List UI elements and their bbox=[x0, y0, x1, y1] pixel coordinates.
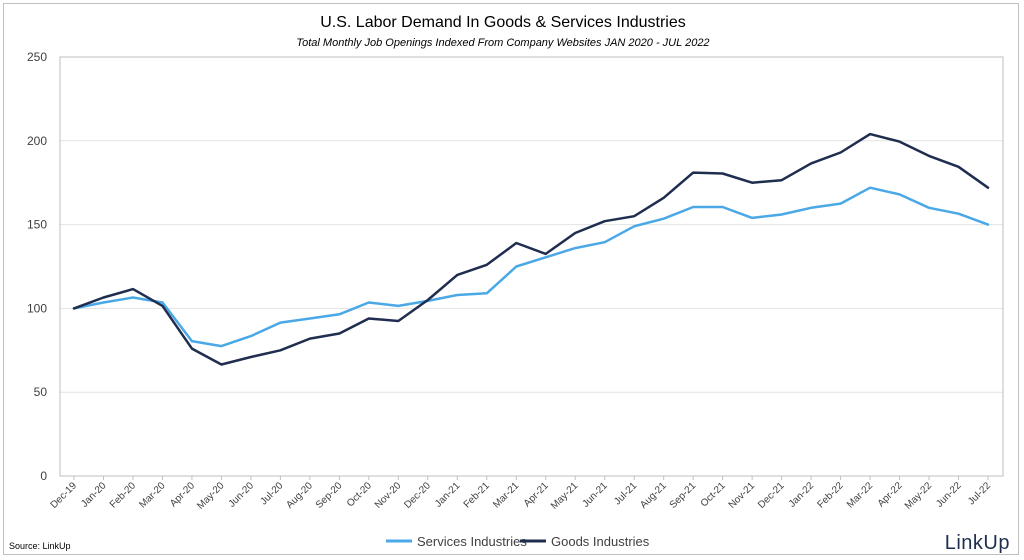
x-tick-label: May-21 bbox=[549, 480, 581, 512]
series-line-services bbox=[72, 186, 990, 348]
x-tick-label: Aug-21 bbox=[638, 480, 669, 511]
x-tick-label: Mar-22 bbox=[845, 480, 875, 510]
x-tick-label: Jun-20 bbox=[227, 480, 257, 510]
x-tick-label: Oct-20 bbox=[345, 480, 374, 509]
chart-title: U.S. Labor Demand In Goods & Services In… bbox=[320, 14, 686, 31]
x-tick-label: Dec-21 bbox=[756, 480, 787, 511]
y-tick-label: 100 bbox=[27, 301, 47, 315]
x-tick-label: Feb-20 bbox=[108, 480, 138, 510]
x-tick-label: Jul-20 bbox=[258, 480, 285, 507]
plot-area bbox=[59, 56, 1004, 477]
x-tick-label: Apr-20 bbox=[168, 480, 197, 509]
linkup-logo: LinkUp bbox=[945, 532, 1010, 554]
x-tick-label: Jan-20 bbox=[79, 480, 109, 510]
x-tick-label: Apr-22 bbox=[876, 480, 905, 509]
legend-label-services: Services Industries bbox=[417, 534, 527, 549]
x-tick-label: May-22 bbox=[903, 480, 935, 512]
source-note: Source: LinkUp bbox=[9, 541, 71, 551]
series-line-goods bbox=[72, 132, 990, 366]
x-tick-label: Jun-22 bbox=[934, 480, 964, 510]
y-tick-label: 150 bbox=[27, 218, 47, 232]
x-tick-label: Feb-22 bbox=[816, 480, 846, 510]
y-tick-label: 200 bbox=[27, 134, 47, 148]
x-tick-label: Dec-19 bbox=[49, 480, 80, 511]
legend: Services Industries Goods Industries bbox=[386, 534, 650, 549]
x-tick-label: Aug-20 bbox=[284, 480, 315, 511]
x-tick-label: Apr-21 bbox=[522, 480, 551, 509]
chart-subtitle: Total Monthly Job Openings Indexed From … bbox=[296, 37, 709, 49]
x-tick-label: Jul-22 bbox=[966, 480, 993, 507]
x-tick-label: Sep-20 bbox=[314, 480, 345, 511]
x-tick-label: May-20 bbox=[195, 480, 227, 512]
x-tick-label: Dec-20 bbox=[402, 480, 433, 511]
x-tick-label: Jun-21 bbox=[580, 480, 610, 510]
x-tick-label: Feb-21 bbox=[462, 480, 492, 510]
y-tick-label: 250 bbox=[27, 50, 47, 64]
x-tick-label: Jan-21 bbox=[433, 480, 463, 510]
x-tick-label: Nov-21 bbox=[727, 480, 758, 511]
chart-frame bbox=[3, 3, 1019, 555]
x-tick-label: Jan-22 bbox=[787, 480, 817, 510]
x-tick-label: Oct-21 bbox=[699, 480, 728, 509]
y-tick-label: 0 bbox=[40, 469, 47, 483]
x-tick-label: Mar-20 bbox=[137, 480, 167, 510]
series-lines bbox=[72, 132, 990, 366]
x-tick-label: Jul-21 bbox=[612, 480, 639, 507]
legend-label-goods: Goods Industries bbox=[551, 534, 650, 549]
x-tick-label: Nov-20 bbox=[373, 480, 404, 511]
plot-border bbox=[59, 56, 1004, 477]
x-tick-label: Sep-21 bbox=[668, 480, 699, 511]
y-tick-label: 50 bbox=[34, 385, 48, 399]
y-axis: 0 50 100 150 200 250 bbox=[27, 50, 47, 483]
x-tick-label: Mar-21 bbox=[491, 480, 521, 510]
